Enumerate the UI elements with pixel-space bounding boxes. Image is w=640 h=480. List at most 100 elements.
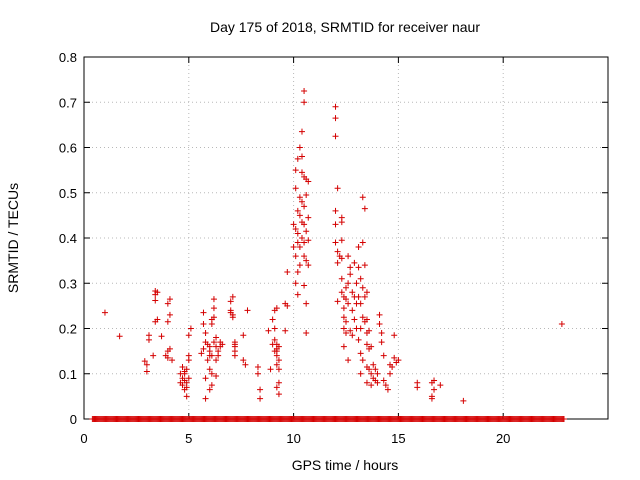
data-point [208, 352, 215, 359]
data-point [301, 221, 308, 228]
grid-lines [84, 57, 608, 419]
data-point [254, 370, 261, 377]
data-point [158, 333, 165, 340]
data-point [361, 293, 368, 300]
data-point [254, 363, 261, 370]
data-point [296, 262, 303, 269]
data-point [208, 382, 215, 389]
data-point [152, 318, 159, 325]
data-point [428, 395, 435, 402]
data-point [338, 275, 345, 282]
data-point [384, 386, 391, 393]
data-point [290, 221, 297, 228]
data-point [338, 255, 345, 262]
data-point [343, 318, 349, 325]
data-point [359, 239, 366, 246]
zero-baseline-series [89, 416, 567, 422]
data-point [366, 327, 373, 334]
data-point [275, 343, 282, 350]
data-point [351, 259, 358, 266]
data-point [208, 370, 215, 377]
data-point [227, 298, 234, 305]
data-point [340, 305, 347, 312]
data-point [431, 386, 438, 393]
data-point [349, 332, 356, 339]
data-point [202, 395, 209, 402]
data-point [150, 352, 157, 359]
data-point [395, 357, 402, 364]
x-tick-label: 0 [80, 431, 87, 446]
y-tick-label: 0.3 [59, 276, 77, 291]
data-point [355, 293, 362, 300]
data-point [213, 373, 220, 380]
data-point [372, 366, 379, 373]
data-point [363, 289, 370, 296]
data-point [202, 330, 209, 337]
data-point [370, 361, 377, 368]
data-point [296, 244, 303, 251]
x-tick-label: 15 [391, 431, 405, 446]
data-point [116, 333, 123, 340]
data-point [298, 169, 305, 176]
data-point [219, 341, 226, 348]
data-point [273, 305, 280, 312]
data-point [305, 178, 312, 185]
data-point [275, 379, 282, 386]
x-tick-label: 5 [185, 431, 192, 446]
data-point [303, 192, 310, 199]
data-point [296, 194, 303, 201]
data-point [213, 357, 220, 364]
baseline-point [560, 416, 567, 422]
data-point [185, 375, 192, 382]
data-point [206, 366, 213, 373]
data-point [294, 268, 301, 275]
data-point [269, 341, 276, 348]
data-point [206, 386, 213, 393]
data-point [301, 203, 308, 210]
data-point [210, 305, 217, 312]
data-point [332, 239, 339, 246]
data-point [345, 357, 352, 364]
data-point [332, 115, 339, 122]
data-point [357, 370, 364, 377]
data-point [181, 370, 188, 377]
data-point [303, 300, 310, 307]
data-point [257, 386, 264, 393]
data-point [231, 339, 238, 346]
data-point [143, 361, 150, 368]
data-point [366, 366, 373, 373]
data-point [292, 185, 299, 192]
y-tick-label: 0.5 [59, 186, 77, 201]
data-point [349, 289, 356, 296]
data-point [305, 262, 312, 269]
data-point [200, 309, 207, 316]
data-point [200, 320, 207, 327]
data-point [363, 316, 370, 323]
data-point [275, 366, 282, 373]
data-point [145, 336, 152, 343]
data-point [210, 296, 217, 303]
data-point [301, 87, 308, 94]
data-point [164, 300, 171, 307]
data-point [296, 212, 303, 219]
data-point [382, 382, 389, 389]
data-point [269, 316, 276, 323]
data-point [334, 298, 341, 305]
data-point [183, 379, 190, 386]
data-point [363, 379, 370, 386]
data-point [359, 284, 366, 291]
data-point [294, 155, 301, 162]
data-point [391, 332, 398, 339]
data-point [141, 358, 148, 365]
data-point [363, 341, 370, 348]
data-point [374, 379, 381, 386]
data-point [210, 314, 217, 321]
data-point [361, 262, 368, 269]
data-point [294, 207, 301, 214]
data-point [387, 370, 394, 377]
data-point [204, 357, 211, 364]
x-tick-label: 20 [496, 431, 510, 446]
data-point [349, 307, 356, 314]
data-point [101, 309, 108, 316]
data-point [185, 332, 192, 339]
